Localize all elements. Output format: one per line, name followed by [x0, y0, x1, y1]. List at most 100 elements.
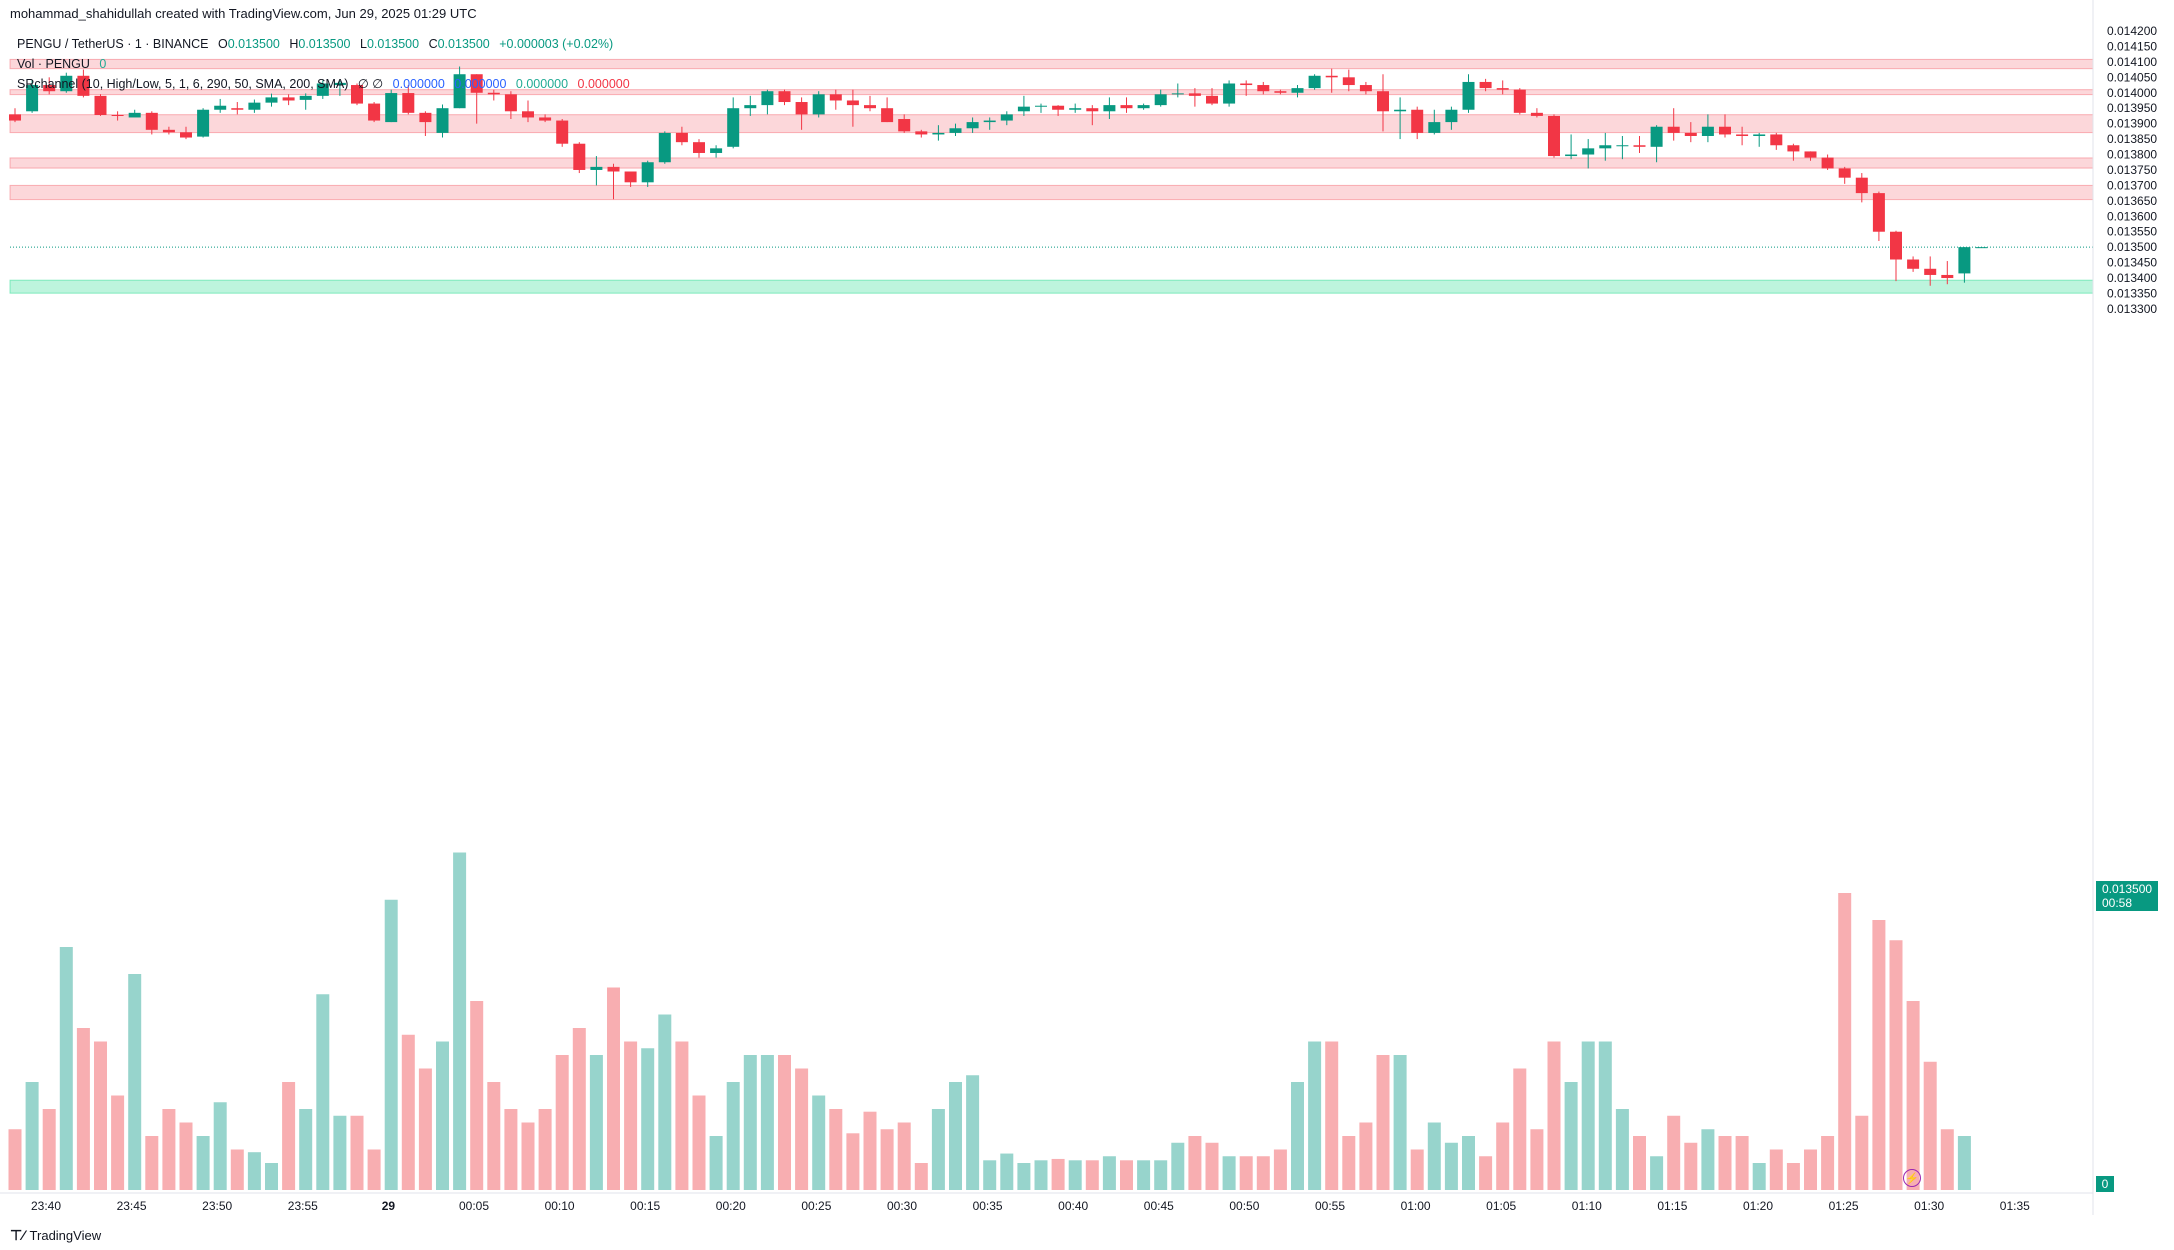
volume-bar	[778, 1055, 791, 1190]
lightning-icon[interactable]: ⚡	[1903, 1169, 1921, 1187]
volume-bar	[1102, 1156, 1116, 1190]
volume-bar	[247, 1152, 261, 1190]
time-tick-label: 29	[382, 1199, 396, 1213]
candle-body	[299, 95, 312, 100]
time-tick-label: 01:15	[1657, 1199, 1687, 1213]
legend-volume-row[interactable]: Vol · PENGU 0	[17, 54, 636, 74]
volume-bar	[1667, 1115, 1681, 1190]
volume-bar	[94, 1041, 107, 1190]
volume-bar	[1034, 1160, 1048, 1190]
volume-bar	[316, 994, 330, 1190]
symbol-label[interactable]: PENGU / TetherUS · 1 · BINANCE	[17, 37, 209, 51]
volume-bar	[1718, 1136, 1732, 1190]
candle-body	[1394, 109, 1407, 112]
legend-indicator-row[interactable]: SRchannel (10, High/Low, 5, 1, 6, 290, 5…	[17, 74, 636, 94]
indicator-null-glyphs: ∅ ∅	[357, 77, 384, 91]
volume-bar	[1291, 1082, 1304, 1190]
price-tick-label: 0.013950	[2107, 101, 2157, 115]
volume-bar	[1547, 1041, 1561, 1190]
candle-body	[881, 108, 894, 123]
volume-bar	[675, 1041, 689, 1190]
volume-bar	[384, 899, 398, 1190]
volume-bar	[1222, 1156, 1236, 1190]
volume-bar	[1205, 1142, 1219, 1190]
price-tick-label: 0.013650	[2107, 194, 2157, 208]
price-tick-label: 0.013500	[2107, 240, 2157, 254]
volume-bar	[1171, 1142, 1185, 1190]
price-tick-label: 0.014000	[2107, 86, 2157, 100]
resistance-zone-4	[9, 184, 2094, 201]
bar-countdown: 00:58	[2102, 896, 2133, 910]
candle-body	[658, 132, 671, 163]
volume-bar	[299, 1109, 313, 1190]
volume-bar	[709, 1136, 723, 1190]
candle-body	[1206, 95, 1218, 104]
candle-body	[1667, 126, 1680, 133]
volume-bar	[1786, 1163, 1800, 1190]
volume-bar	[265, 1163, 278, 1190]
candle-body	[1137, 105, 1150, 109]
candle-body	[1240, 83, 1253, 86]
legend-symbol-row[interactable]: PENGU / TetherUS · 1 · BINANCE O0.013500…	[17, 34, 636, 54]
candle-body	[693, 142, 705, 153]
volume-bar	[453, 852, 467, 1190]
candle-body	[60, 75, 73, 92]
change-value: +0.000003 (+0.02%)	[499, 37, 614, 51]
volume-bar	[470, 1001, 484, 1190]
time-axis: 23:40 23:45 23:50 23:55 29 00:05 00:10 00:15 00:…	[0, 1192, 2093, 1213]
candle-body	[590, 166, 603, 170]
candle-body	[1154, 94, 1167, 106]
price-tick-label: 0.014100	[2107, 55, 2157, 69]
candle-body	[1770, 134, 1783, 146]
price-tick-label: 0.013550	[2107, 225, 2157, 239]
volume-bar	[846, 1133, 860, 1190]
candle-body	[436, 108, 449, 133]
candle-body	[1086, 108, 1099, 112]
price-tick-label: 0.013800	[2107, 148, 2157, 162]
indicator-value-4: 0.000000	[577, 77, 630, 91]
volume-bar	[1821, 1136, 1835, 1190]
volume-bar	[726, 1082, 740, 1190]
volume-bar	[1650, 1156, 1664, 1190]
candle-body	[1907, 259, 1920, 269]
volume-bar	[1325, 1041, 1339, 1190]
volume-bar	[1564, 1082, 1578, 1190]
candle-body	[710, 148, 723, 153]
volume-bar	[624, 1041, 638, 1190]
price-tick-label: 0.013450	[2107, 256, 2157, 270]
candle-body	[1257, 85, 1270, 92]
candle-body	[1616, 145, 1629, 147]
volume-bar	[572, 1028, 586, 1190]
volume-bar	[538, 1109, 552, 1190]
price-tick-label: 0.013350	[2107, 286, 2157, 300]
volume-label[interactable]: Vol · PENGU	[17, 57, 90, 71]
candle-body	[1445, 109, 1458, 123]
volume-bar	[1701, 1129, 1715, 1190]
time-tick-label: 23:55	[288, 1199, 318, 1213]
time-tick-label: 00:45	[1144, 1199, 1174, 1213]
volume-bar	[829, 1109, 843, 1190]
indicator-label[interactable]: SRchannel (10, High/Low, 5, 1, 6, 290, 5…	[17, 77, 349, 91]
volume-bar	[1598, 1041, 1612, 1190]
time-tick-label: 01:35	[2000, 1199, 2030, 1213]
candle-body	[1274, 91, 1287, 93]
candle-body	[1650, 126, 1663, 147]
volume-bar	[230, 1149, 244, 1190]
volume-bar	[350, 1115, 364, 1190]
last-price-value: 0.013500	[2102, 882, 2153, 896]
tradingview-branding[interactable]: ⊤⁄ TradingView	[10, 1227, 101, 1244]
volume-bar	[487, 1082, 501, 1190]
volume-bar	[1085, 1160, 1099, 1190]
candle-body	[1701, 126, 1714, 136]
candle-body	[94, 95, 107, 115]
candle-body	[1530, 112, 1543, 116]
candle-body	[812, 94, 825, 115]
volume-bar	[863, 1111, 877, 1190]
time-tick-label: 00:40	[1058, 1199, 1088, 1213]
volume-bar	[367, 1149, 381, 1190]
volume-bar	[1530, 1129, 1544, 1190]
candle-body	[162, 129, 175, 133]
volume-bar	[1752, 1163, 1766, 1190]
time-tick-label: 23:45	[117, 1199, 147, 1213]
